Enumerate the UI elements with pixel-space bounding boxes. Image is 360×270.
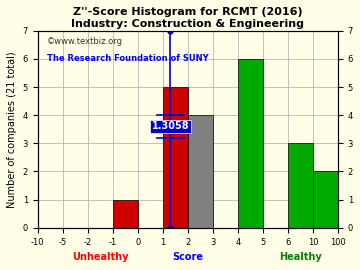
Bar bbox=[113, 200, 138, 228]
Bar bbox=[163, 87, 188, 228]
Y-axis label: Number of companies (21 total): Number of companies (21 total) bbox=[7, 51, 17, 208]
Text: 1.3058: 1.3058 bbox=[152, 122, 189, 131]
Bar bbox=[238, 59, 263, 228]
Text: The Research Foundation of SUNY: The Research Foundation of SUNY bbox=[46, 54, 208, 63]
Text: ©www.textbiz.org: ©www.textbiz.org bbox=[46, 37, 123, 46]
Bar bbox=[313, 171, 338, 228]
Bar bbox=[188, 115, 213, 228]
Text: Score: Score bbox=[172, 252, 203, 262]
Text: Unhealthy: Unhealthy bbox=[72, 252, 129, 262]
Text: Healthy: Healthy bbox=[279, 252, 322, 262]
Title: Z''-Score Histogram for RCMT (2016)
Industry: Construction & Engineering: Z''-Score Histogram for RCMT (2016) Indu… bbox=[71, 7, 304, 29]
Bar bbox=[288, 143, 313, 228]
